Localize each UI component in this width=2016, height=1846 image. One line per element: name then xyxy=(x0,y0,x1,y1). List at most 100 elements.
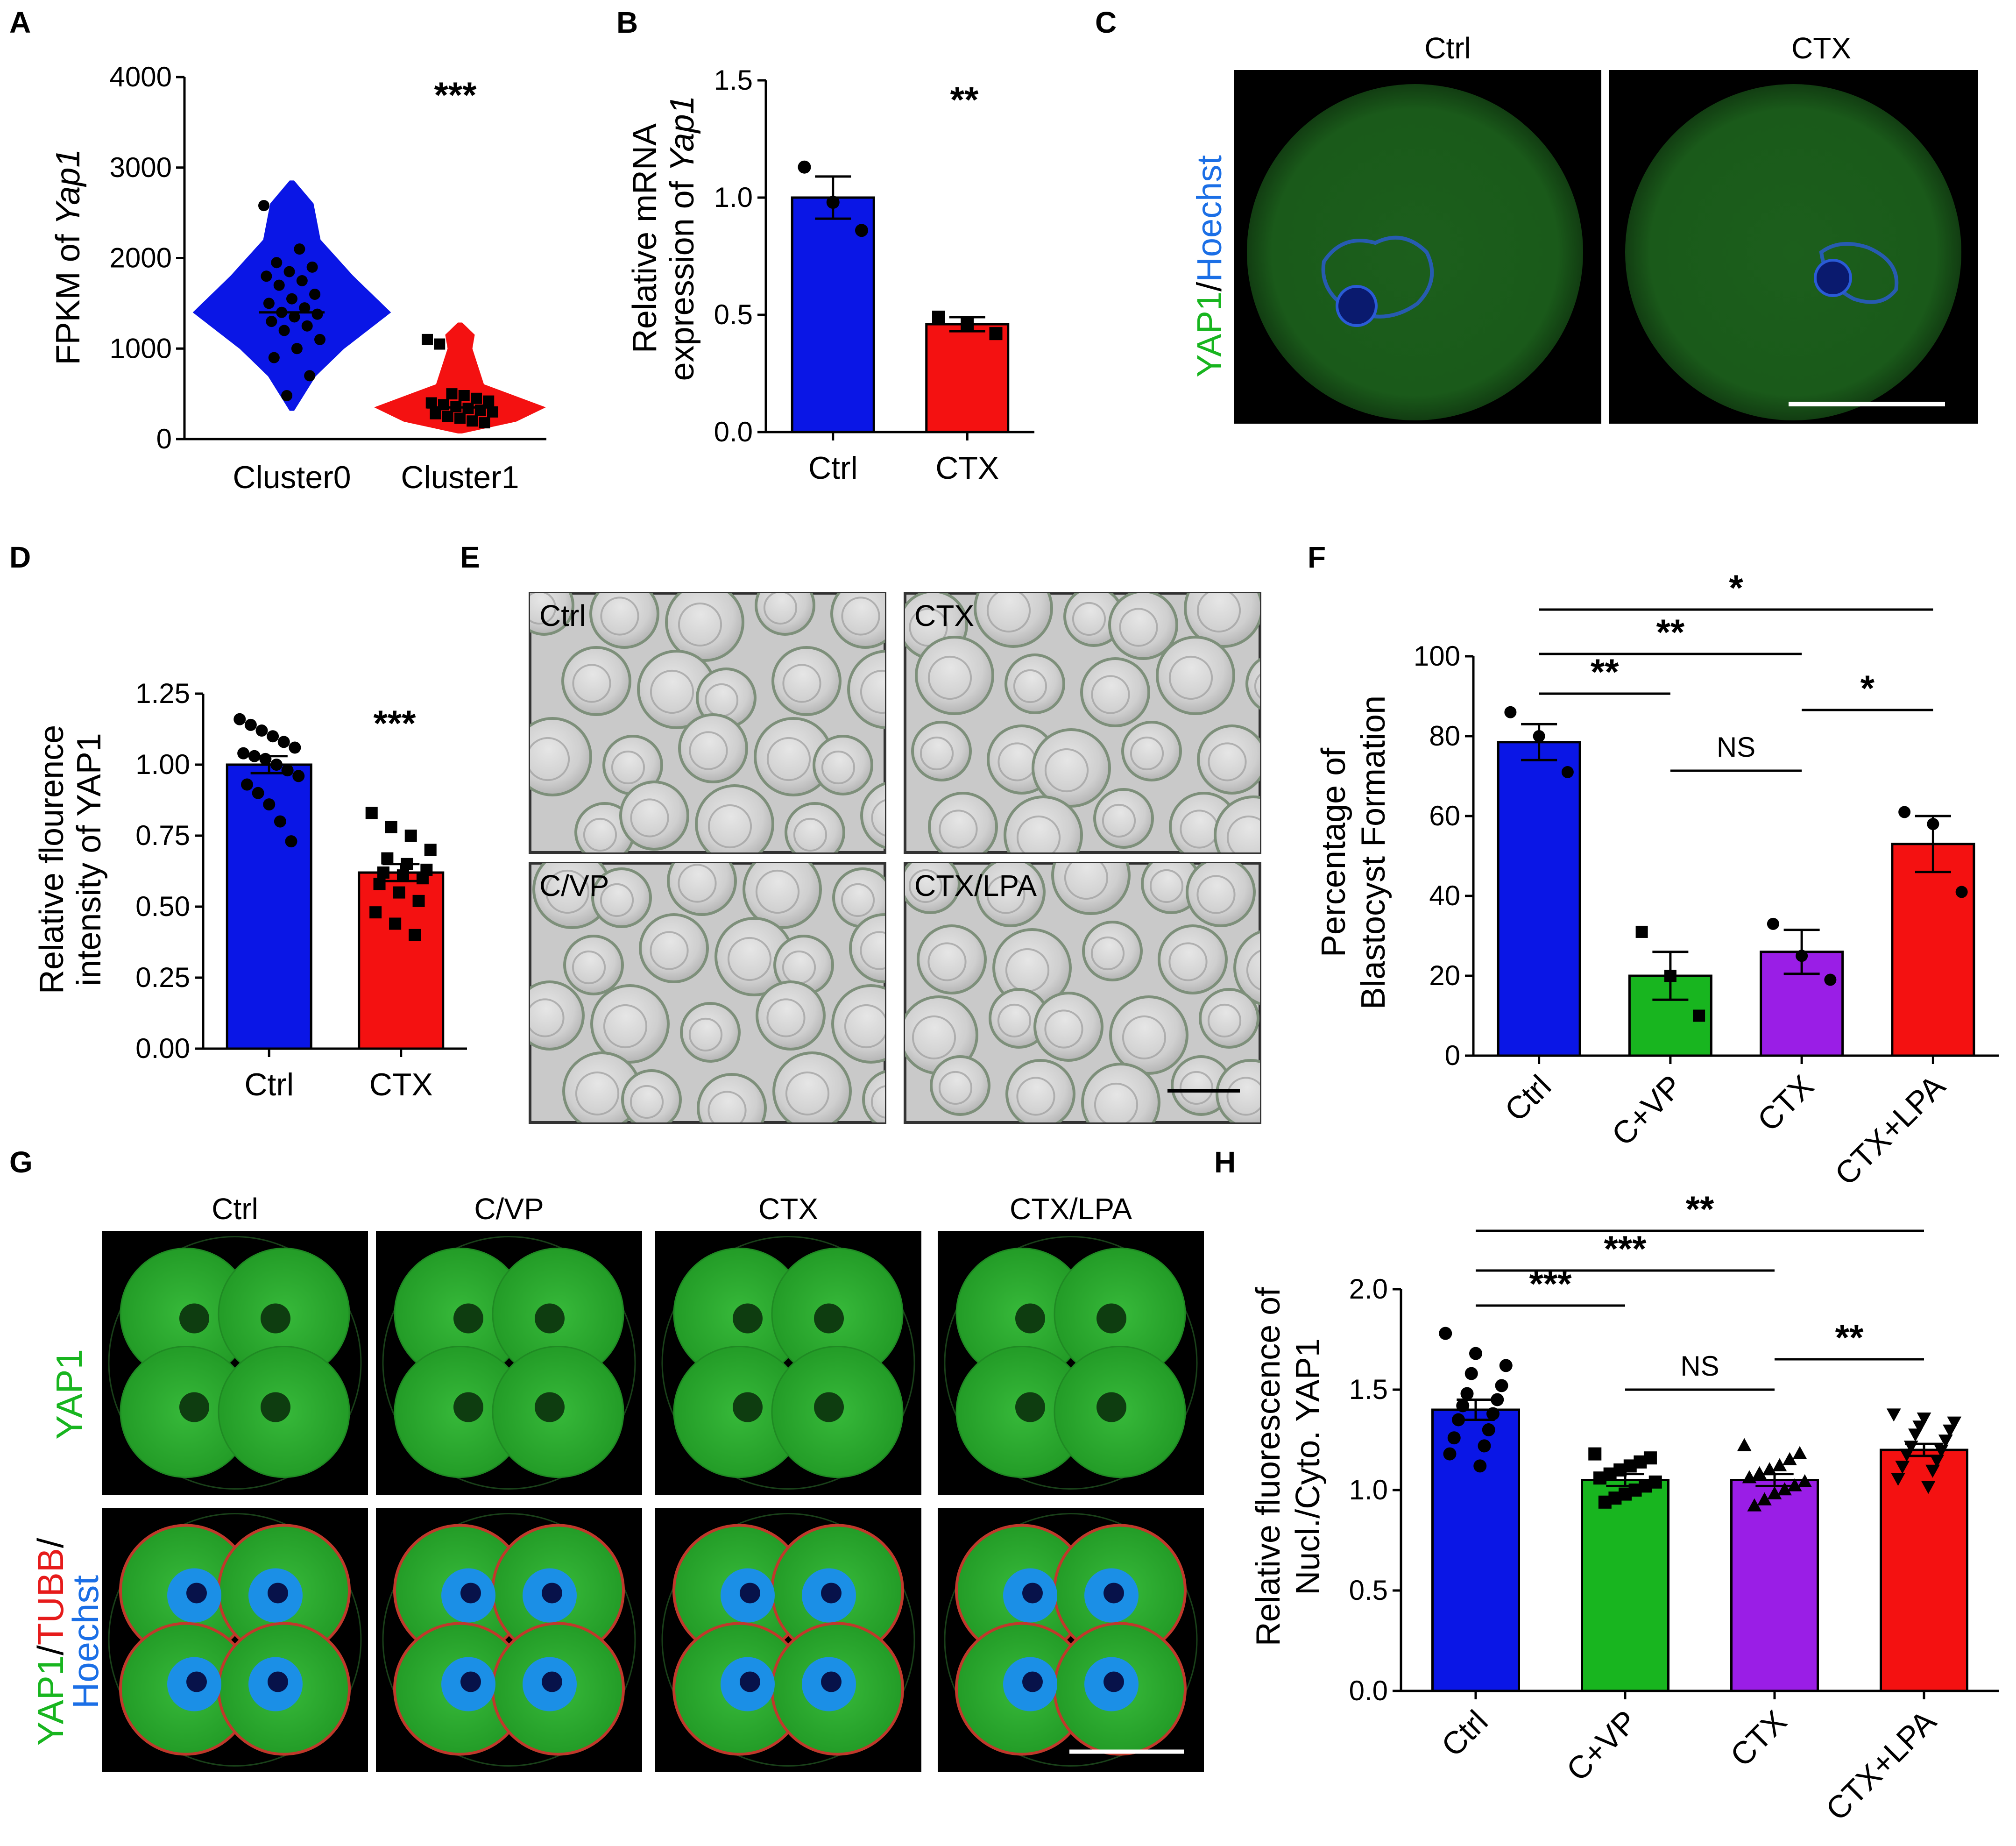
inner-mass xyxy=(1207,1003,1242,1038)
inner-mass xyxy=(688,1017,723,1052)
row-label: Hoechst xyxy=(65,1575,106,1709)
inner-mass xyxy=(650,931,689,970)
inner-mass xyxy=(545,869,590,914)
nucleolus xyxy=(814,1303,844,1334)
data-point xyxy=(241,778,253,791)
bar xyxy=(1497,741,1581,1057)
data-point xyxy=(285,835,297,848)
bar xyxy=(925,323,1010,433)
inner-mass xyxy=(650,669,694,714)
y-tick-label: 80 xyxy=(1429,720,1460,752)
inner-mass xyxy=(1016,815,1061,852)
data-point xyxy=(1456,1399,1470,1413)
data-point xyxy=(479,417,490,429)
column-label: Ctrl xyxy=(212,1192,258,1226)
zona xyxy=(382,1236,636,1490)
data-point xyxy=(1767,1486,1782,1499)
nucleolus xyxy=(179,1392,209,1422)
inner-mass xyxy=(860,669,885,714)
y-tick-label: 4000 xyxy=(110,61,172,92)
blastocyst xyxy=(915,636,994,715)
bar xyxy=(1891,843,1975,1057)
data-point xyxy=(1491,1393,1504,1406)
data-point xyxy=(255,724,268,737)
y-tick-label: 60 xyxy=(1429,800,1460,831)
y-tick-label: 0.25 xyxy=(135,962,190,993)
blastocyst xyxy=(695,784,774,852)
y-tick-label: 0 xyxy=(1445,1040,1460,1071)
category-label: CTX xyxy=(1751,1068,1821,1138)
data-point xyxy=(450,401,462,412)
image-panel-g: YAP1 YAP1/TUBB/ Hoechst Ctrl C/VP CTX CTX/L… xyxy=(30,1192,1204,1772)
data-point xyxy=(1635,925,1648,938)
significance-label: ** xyxy=(950,79,979,120)
data-point xyxy=(258,200,269,212)
embryo-image xyxy=(655,1231,921,1495)
blastocyst xyxy=(1005,1059,1075,1122)
data-point xyxy=(1593,1471,1607,1485)
data-point xyxy=(826,196,840,209)
panel-label-b: B xyxy=(616,6,638,39)
inner-mass xyxy=(986,593,1031,633)
data-point xyxy=(1787,1478,1802,1491)
category-label: Ctrl xyxy=(1435,1704,1495,1764)
inner-mass xyxy=(1122,1015,1167,1060)
blastocyst xyxy=(621,1069,682,1122)
data-point xyxy=(248,750,261,762)
blastocyst xyxy=(1156,636,1235,715)
oocyte xyxy=(1247,84,1583,420)
inner-mass xyxy=(1094,1082,1139,1122)
data-point xyxy=(1469,1347,1482,1360)
tile-label: CTX/LPA xyxy=(914,869,1037,902)
data-point xyxy=(278,325,290,336)
data-point xyxy=(412,895,425,907)
data-point xyxy=(385,821,397,833)
data-point xyxy=(1598,1495,1612,1509)
nucleolus xyxy=(179,1303,209,1334)
data-point xyxy=(855,224,868,237)
data-point xyxy=(1693,1009,1705,1022)
blastocysts xyxy=(530,593,885,852)
category-label: CTX+LPA xyxy=(1828,1068,1952,1192)
inner-mass xyxy=(630,798,669,838)
data-point xyxy=(1777,1482,1792,1496)
data-point xyxy=(281,390,293,401)
comparison-label: ** xyxy=(1835,1317,1864,1358)
zona xyxy=(382,1513,636,1767)
blastocyst xyxy=(1109,995,1188,1075)
data-point xyxy=(314,334,325,345)
data-point xyxy=(1930,1455,1945,1468)
inner-mass xyxy=(1072,602,1106,636)
data-point xyxy=(301,320,313,332)
data-point xyxy=(294,243,305,255)
category-label: C+VP xyxy=(1605,1068,1690,1153)
data-point xyxy=(471,392,482,404)
y-axis-title-line1: Relative flourence xyxy=(33,725,71,994)
data-point xyxy=(1925,1464,1940,1478)
data-point xyxy=(1895,1461,1910,1474)
comparison-label: *** xyxy=(1604,1228,1647,1269)
inner-mass xyxy=(600,596,639,636)
panel-label-h: H xyxy=(1214,1145,1236,1179)
inner-mass xyxy=(575,1071,620,1116)
data-point xyxy=(1495,1379,1508,1392)
data-point xyxy=(281,764,294,777)
data-point xyxy=(1917,1413,1931,1426)
nucleolus xyxy=(740,1583,760,1604)
data-point xyxy=(1482,1423,1495,1436)
y-tick-label: 40 xyxy=(1429,880,1460,911)
inner-mass xyxy=(1168,655,1213,700)
data-point xyxy=(932,311,945,324)
inner-mass xyxy=(1196,875,1236,914)
inner-mass xyxy=(1044,1009,1083,1049)
blastocyst xyxy=(1081,1063,1160,1122)
data-point xyxy=(1934,1444,1949,1458)
inner-mass xyxy=(870,1085,885,1119)
bar-chart-b: Relative mRNA expression of Yap1 ** 0.0 0… xyxy=(626,64,1034,486)
tile-label: Ctrl xyxy=(539,599,586,632)
row-label: YAP1 xyxy=(49,1349,90,1440)
y-axis-title-line2: Nucl./Cyto. YAP1 xyxy=(1289,1338,1327,1595)
inner-mass xyxy=(1119,608,1158,647)
brightfield-tile: CTX xyxy=(904,592,1261,854)
inner-mass xyxy=(1149,869,1184,903)
